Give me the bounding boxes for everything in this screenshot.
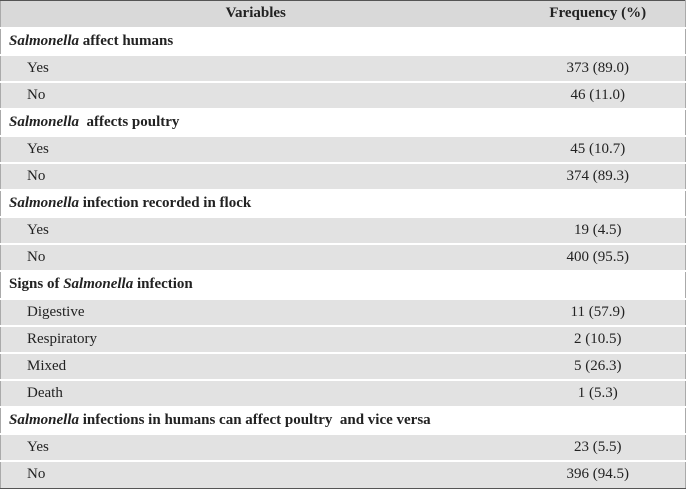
- item-row: Mixed 5 (26.3): [0, 351, 686, 380]
- title-part: Salmonella: [9, 195, 80, 212]
- variable-cell: Yes: [0, 53, 511, 82]
- item-row: Yes 19 (4.5): [0, 216, 686, 245]
- frequency-cell: 373 (89.0): [510, 53, 686, 82]
- frequency-cell: 46 (11.0): [510, 80, 686, 109]
- frequency-cell: 23 (5.5): [510, 432, 686, 462]
- title-part: affects poultry: [79, 113, 180, 130]
- item-row: Respiratory 2 (10.5): [0, 324, 686, 353]
- variable-cell: Death: [0, 378, 511, 407]
- title-part: infection: [133, 276, 193, 293]
- variable-cell: No: [0, 80, 511, 109]
- frequency-cell: 19 (4.5): [510, 216, 686, 245]
- section-row: Salmonella affect humans: [0, 26, 686, 55]
- frequency-cell: 5 (26.3): [510, 351, 686, 380]
- item-row: Digestive 11 (57.9): [0, 297, 686, 326]
- variable-cell: Mixed: [0, 351, 511, 380]
- title-part: infections in humans can affect poultry …: [79, 411, 431, 428]
- header-cell: Frequency (%): [510, 0, 686, 29]
- section-row: Salmonella affects poultry: [0, 107, 686, 136]
- variable-cell: Yes: [0, 134, 511, 164]
- variable-cell: No: [0, 243, 511, 272]
- frequency-cell: 400 (95.5): [510, 243, 686, 272]
- variable-cell: Digestive: [0, 297, 511, 326]
- variable-cell: No: [0, 460, 511, 489]
- item-row: Yes 373 (89.0): [0, 53, 686, 82]
- frequency-cell: 396 (94.5): [510, 460, 686, 489]
- title-part: affect humans: [79, 32, 174, 49]
- item-row: Death 1 (5.3): [0, 378, 686, 407]
- title-part: Salmonella: [9, 32, 80, 49]
- frequency-cell: 1 (5.3): [510, 378, 686, 407]
- table-body: Salmonella affect humans Yes 373 (89.0) No 4…: [0, 26, 686, 489]
- section-title: Signs of Salmonella infection: [0, 270, 686, 299]
- item-row: No 400 (95.5): [0, 243, 686, 272]
- section-title: Salmonella affects poultry: [0, 107, 686, 136]
- section-row: Signs of Salmonella infection: [0, 270, 686, 299]
- frequency-cell: 11 (57.9): [510, 297, 686, 326]
- item-row: Yes 23 (5.5): [0, 432, 686, 462]
- variable-cell: Yes: [0, 432, 511, 462]
- frequency-cell: 374 (89.3): [510, 162, 686, 191]
- header-row: Variables Frequency (%): [0, 0, 686, 29]
- variable-cell: Respiratory: [0, 324, 511, 353]
- item-row: No 374 (89.3): [0, 162, 686, 191]
- section-row: Salmonella infection recorded in flock: [0, 189, 686, 218]
- variable-cell: No: [0, 162, 511, 191]
- frequency-cell: 2 (10.5): [510, 324, 686, 353]
- section-title: Salmonella infections in humans can affe…: [0, 405, 686, 434]
- section-row: Salmonella infections in humans can affe…: [0, 405, 686, 434]
- title-part: infection recorded in flock: [79, 195, 252, 212]
- item-row: No 46 (11.0): [0, 80, 686, 109]
- title-part: Salmonella: [63, 276, 134, 293]
- frequency-cell: 45 (10.7): [510, 134, 686, 164]
- item-row: Yes 45 (10.7): [0, 134, 686, 164]
- section-title: Salmonella infection recorded in flock: [0, 189, 686, 218]
- item-row: No 396 (94.5): [0, 460, 686, 489]
- title-part: Salmonella: [9, 411, 80, 428]
- header-cell: Variables: [0, 0, 511, 29]
- variable-cell: Yes: [0, 216, 511, 245]
- title-part: Salmonella: [9, 113, 80, 130]
- section-title: Salmonella affect humans: [0, 26, 686, 55]
- title-part: Signs of: [9, 276, 64, 293]
